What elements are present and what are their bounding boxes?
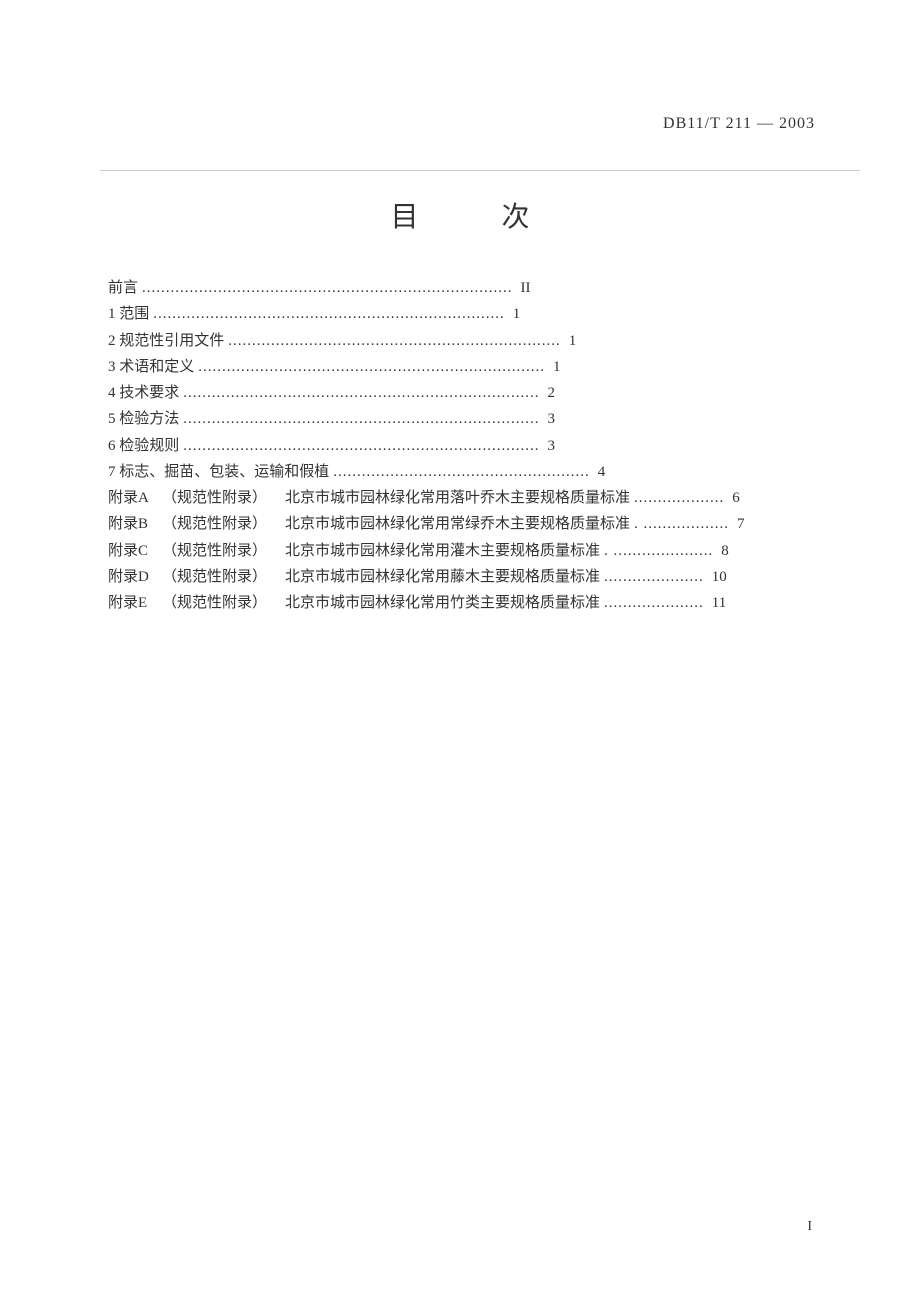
toc-row: 6 检验规则 .................................…	[108, 433, 812, 459]
appendix-letter: B	[138, 511, 152, 537]
toc-dots: ...................	[630, 485, 728, 511]
appendix-prefix: 附录	[108, 590, 138, 616]
toc-appendix-row: 附录 E（规范性附录）北京市城市园林绿化常用竹类主要规格质量标准 .......…	[108, 590, 812, 616]
toc-row: 前言 .....................................…	[108, 275, 812, 301]
toc-dots: ........................................…	[179, 433, 543, 459]
toc-row: 4 技术要求 .................................…	[108, 380, 812, 406]
toc-label: 3 术语和定义	[108, 354, 194, 380]
toc-appendix-row: 附录 B（规范性附录）北京市城市园林绿化常用常绿乔木主要规格质量标准 . ...…	[108, 511, 812, 537]
toc-page: 1	[509, 301, 521, 327]
toc-page: II	[517, 275, 531, 301]
document-code: DB11/T 211 — 2003	[663, 115, 815, 133]
toc-page: 10	[708, 564, 727, 590]
toc-dots: ........................................…	[179, 380, 543, 406]
appendix-description: 北京市城市园林绿化常用灌木主要规格质量标准	[285, 538, 600, 564]
toc-row: 7 标志、掘苗、包装、运输和假植 .......................…	[108, 459, 812, 485]
appendix-note: （规范性附录）	[152, 511, 285, 537]
appendix-note: （规范性附录）	[152, 538, 285, 564]
toc-page: 3	[544, 433, 556, 459]
toc-row: 3 术语和定义 ................................…	[108, 354, 812, 380]
appendix-note: （规范性附录）	[152, 564, 285, 590]
appendix-note: （规范性附录）	[152, 485, 285, 511]
toc-page: 8	[717, 538, 729, 564]
toc-dots: ........................................…	[179, 406, 543, 432]
toc-label: 5 检验方法	[108, 406, 179, 432]
toc-appendix-row: 附录 D（规范性附录）北京市城市园林绿化常用藤木主要规格质量标准 .......…	[108, 564, 812, 590]
appendix-description: 北京市城市园林绿化常用藤木主要规格质量标准	[285, 564, 600, 590]
toc-page: 7	[733, 511, 745, 537]
toc-page: 4	[594, 459, 606, 485]
toc-dots: .....................	[600, 564, 708, 590]
appendix-prefix: 附录	[108, 538, 138, 564]
toc-dots: .....................	[600, 590, 708, 616]
toc-dots: ........................................…	[329, 459, 594, 485]
appendix-letter: D	[138, 564, 152, 590]
appendix-description: 北京市城市园林绿化常用落叶乔木主要规格质量标准	[285, 485, 630, 511]
toc-dots: ........................................…	[224, 328, 565, 354]
toc-label: 1 范围	[108, 301, 149, 327]
toc-dots: . ..................	[630, 511, 733, 537]
appendix-prefix: 附录	[108, 511, 138, 537]
appendix-letter: A	[138, 485, 152, 511]
page-title: 目 次	[0, 195, 920, 235]
toc-label: 2 规范性引用文件	[108, 328, 224, 354]
appendix-letter: C	[138, 538, 152, 564]
page-number-footer: I	[807, 1219, 812, 1235]
toc-label: 前言	[108, 275, 138, 301]
appendix-prefix: 附录	[108, 564, 138, 590]
toc-appendix-section: 附录 A（规范性附录）北京市城市园林绿化常用落叶乔木主要规格质量标准 .....…	[108, 485, 812, 616]
toc-row: 5 检验方法 .................................…	[108, 406, 812, 432]
toc-dots: . .....................	[600, 538, 717, 564]
header-divider	[100, 170, 860, 171]
toc-label: 6 检验规则	[108, 433, 179, 459]
appendix-prefix: 附录	[108, 485, 138, 511]
toc-row: 2 规范性引用文件 ..............................…	[108, 328, 812, 354]
appendix-description: 北京市城市园林绿化常用常绿乔木主要规格质量标准	[285, 511, 630, 537]
toc-appendix-row: 附录 C（规范性附录）北京市城市园林绿化常用灌木主要规格质量标准 . .....…	[108, 538, 812, 564]
toc-appendix-row: 附录 A（规范性附录）北京市城市园林绿化常用落叶乔木主要规格质量标准 .....…	[108, 485, 812, 511]
appendix-description: 北京市城市园林绿化常用竹类主要规格质量标准	[285, 590, 600, 616]
table-of-contents: 前言 .....................................…	[108, 275, 812, 616]
toc-page: 11	[708, 590, 726, 616]
toc-label: 4 技术要求	[108, 380, 179, 406]
toc-page: 1	[549, 354, 561, 380]
toc-dots: ........................................…	[149, 301, 509, 327]
toc-page: 3	[544, 406, 556, 432]
toc-main-section: 前言 .....................................…	[108, 275, 812, 485]
appendix-note: （规范性附录）	[152, 590, 285, 616]
toc-dots: ........................................…	[138, 275, 517, 301]
toc-label: 7 标志、掘苗、包装、运输和假植	[108, 459, 329, 485]
appendix-letter: E	[138, 590, 152, 616]
toc-row: 1 范围 ...................................…	[108, 301, 812, 327]
toc-dots: ........................................…	[194, 354, 549, 380]
toc-page: 2	[544, 380, 556, 406]
toc-page: 6	[728, 485, 740, 511]
toc-page: 1	[565, 328, 577, 354]
